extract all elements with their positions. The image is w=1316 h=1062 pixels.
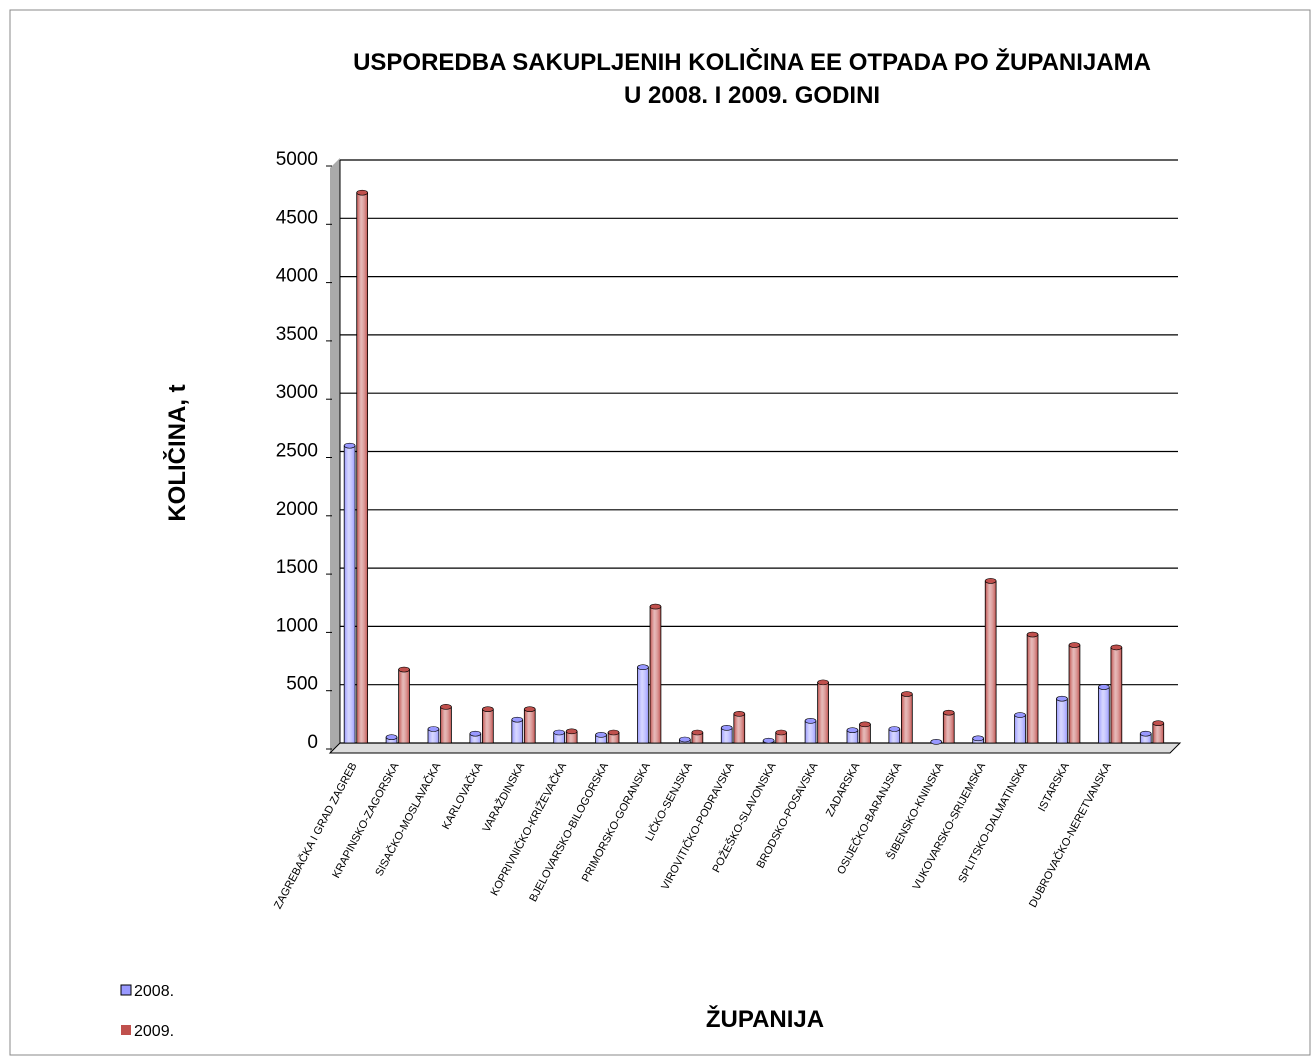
x-axis-title: ŽUPANIJA — [706, 1005, 824, 1033]
bar — [1152, 722, 1165, 744]
legend-swatch — [121, 1025, 131, 1035]
bar — [649, 606, 662, 744]
bar — [398, 669, 410, 744]
bar-top — [1014, 712, 1026, 718]
bar-top — [343, 442, 356, 449]
bar-top — [440, 704, 452, 710]
bar-top — [901, 691, 913, 697]
y-tick-label: 5000 — [276, 149, 318, 170]
bar-top — [943, 709, 955, 716]
bar — [804, 720, 817, 744]
bar-top — [1068, 642, 1081, 648]
bar-top — [846, 727, 859, 733]
y-tick-label: 3500 — [276, 324, 318, 345]
bar — [942, 712, 955, 744]
bar — [817, 681, 829, 744]
bar-top — [984, 578, 997, 584]
legend-label: 2009. — [134, 1023, 174, 1040]
y-tick-label: 2000 — [276, 499, 318, 520]
bar — [901, 693, 913, 744]
bar-top — [595, 732, 607, 738]
bar — [1014, 714, 1026, 744]
bar — [637, 666, 649, 744]
y-tick-label: 4500 — [276, 207, 318, 228]
bar — [1026, 634, 1039, 744]
bar-top — [565, 728, 578, 735]
bar-top — [1152, 720, 1165, 726]
chart-title: USPOREDBA SAKUPLJENIH KOLIČINA EE OTPADA… — [353, 48, 1151, 76]
y-tick-label: 0 — [307, 732, 318, 753]
bar-top — [1098, 684, 1110, 690]
bar-top — [524, 706, 536, 712]
y-tick-label: 3000 — [276, 382, 318, 403]
y-tick-label: 500 — [286, 674, 318, 695]
bar-top — [1139, 730, 1152, 737]
y-tick-label: 4000 — [276, 266, 318, 287]
frame — [9, 9, 1311, 1056]
bar — [1068, 644, 1081, 744]
bar-top — [553, 729, 565, 736]
legend-label: 2008. — [134, 983, 174, 1000]
bar-top — [1110, 644, 1123, 651]
bar-top — [1056, 695, 1068, 702]
bar-top — [649, 603, 662, 610]
bar-top — [607, 729, 620, 736]
bar-top — [1026, 631, 1039, 638]
bar — [1056, 698, 1068, 744]
y-axis-title: KOLIČINA, t — [163, 384, 191, 521]
bar — [482, 708, 494, 744]
bar-top — [888, 726, 901, 732]
bar-top — [762, 737, 775, 744]
bar — [1097, 686, 1110, 744]
chart-subtitle: U 2008. I 2009. GODINI — [624, 82, 880, 109]
bar — [523, 708, 536, 744]
bar-top — [775, 729, 787, 736]
bar-top — [385, 734, 398, 740]
bar-top — [817, 679, 829, 686]
bar-top — [637, 664, 649, 671]
bar-top — [398, 666, 410, 673]
bar-top — [804, 718, 817, 724]
side-wall — [330, 158, 340, 753]
y-tick-label: 1000 — [276, 615, 318, 636]
bar — [343, 445, 356, 744]
bar — [511, 719, 524, 744]
bar-top — [679, 736, 691, 743]
bar-top — [859, 721, 871, 728]
y-tick-label: 2500 — [276, 441, 318, 462]
bar-top — [691, 729, 704, 736]
y-tick-label: 1500 — [276, 557, 318, 578]
bar — [440, 706, 452, 744]
bar-top — [469, 730, 482, 737]
bar — [1110, 646, 1123, 744]
bar-top — [511, 716, 523, 723]
floor — [328, 742, 1182, 754]
legend-swatch — [120, 984, 132, 996]
bar — [984, 580, 997, 744]
bar-top — [482, 706, 494, 712]
bar — [356, 192, 369, 744]
bar-top — [733, 711, 746, 717]
bar-top — [427, 726, 440, 732]
bar-top — [930, 739, 942, 745]
bar-top — [356, 189, 368, 196]
bar — [733, 713, 746, 744]
bar-top — [720, 725, 733, 731]
bar-top — [972, 735, 984, 742]
